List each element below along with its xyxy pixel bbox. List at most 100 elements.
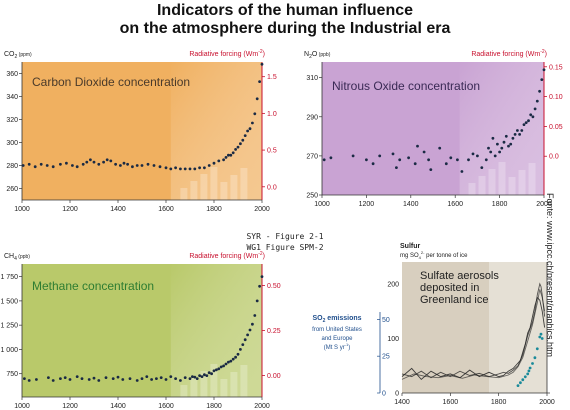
ch4-data-point [193,375,197,379]
n2o-plot-shading [459,62,544,195]
so2-emission-point [533,356,537,360]
co2-data-point [241,138,245,142]
ch4-skyline-block [200,371,208,397]
n2o-y2-label-sup: -2 [540,49,545,55]
ch4-data-point [200,375,204,378]
co2-x-tick-label: 1400 [110,206,126,213]
sulfur-chart-title-line: deposited in [420,282,479,294]
n2o-data-point [429,168,433,172]
n2o-data-point [471,152,475,156]
co2-x-tick-label: 1000 [14,206,30,213]
co2-skyline-block [190,181,198,200]
ch4-data-point [155,377,158,380]
ch4-data-point [87,378,91,381]
n2o-data-point [365,158,368,162]
n2o-data-point [329,156,333,160]
ch4-data-point [253,314,257,317]
n2o-skyline-block [478,176,486,195]
co2-data-point [146,162,150,166]
n2o-y-label-tail: O [312,51,318,58]
co2-y-tick-label: 260 [6,186,18,193]
ch4-skyline-block [230,372,238,397]
so2-emission-point [539,332,543,336]
n2o-data-point [524,121,528,124]
ch4-data-point [215,368,218,372]
co2-y2-tick-label: 1.0 [267,111,277,118]
so2-label-sub: 2 [323,318,326,324]
n2o-data-point [522,123,526,126]
ch4-data-point [229,359,233,363]
ch4-y2-label-close: ) [263,253,265,260]
so2-emission-point [538,335,542,339]
so2-emission-point [526,372,530,376]
ch4-data-point [174,377,178,380]
co2-y2-tick-label: 1.5 [267,74,277,81]
so2-label-line3: and Europe [321,336,353,342]
co2-data-point [92,160,96,164]
n2o-data-point [484,158,488,162]
n2o-x-tick-label: 1600 [447,201,463,208]
ch4-data-point [251,322,254,326]
co2-data-point [51,165,55,169]
n2o-data-point [529,113,533,117]
co2-data-point [253,112,257,116]
so2-y2-tick-label: 0 [382,391,386,398]
ch4-data-point [191,375,194,378]
n2o-data-point [518,133,521,136]
ch4-y-tick-label: 1 000 [0,347,18,354]
co2-y2-axis-label: Radiative forcing (Wm-2) [189,49,265,58]
co2-data-point [188,167,192,171]
ch4-y-label-sub: 4 [14,256,17,262]
ch4-data-point [258,284,261,288]
ch4-data-point [217,367,221,371]
co2-y2-label-sup: -2 [258,49,263,55]
n2o-y-tick-label: 290 [306,114,318,121]
sulfur-unit-sub: 4 [419,255,422,260]
co2-data-point [169,167,173,171]
co2-data-point [71,164,74,167]
n2o-data-point [322,158,326,162]
n2o-data-point [407,156,410,160]
co2-data-point [217,159,221,163]
co2-data-point [243,134,247,138]
n2o-data-point [491,136,495,140]
ch4-data-point [241,343,245,346]
n2o-data-point [398,158,402,162]
n2o-y2-label-main: Radiative forcing (Wm [471,51,540,58]
co2-data-point [89,158,92,162]
co2-data-point [229,153,233,157]
n2o-data-point [480,166,484,170]
ch4-x-tick-label: 1800 [206,403,222,410]
n2o-panel: 1000 1200 1400 1600 1800 2000 250 270 290 310 0.0 0… [304,49,563,208]
n2o-data-point [427,158,430,162]
sulfur-chart-title-line: Greenland ice [420,294,489,306]
ch4-y-tick-label: 1 250 [0,323,18,330]
co2-data-point [105,158,109,162]
co2-data-point [45,164,49,167]
so2-emission-point [535,347,539,351]
sulfur-chart-title-line: Sulfate aerosols [420,270,499,282]
n2o-data-point [540,78,544,81]
ch4-data-point [59,377,62,380]
ch4-data-point [205,374,209,377]
n2o-y2-tick-label: 0.15 [549,64,563,71]
ch4-data-point [63,376,67,379]
sulfur-x-tick-label: 1400 [394,399,410,406]
sulfur-unit-pre: mg SO [400,253,419,259]
ch4-data-point [135,379,139,382]
n2o-data-point [493,154,497,158]
n2o-data-point [542,68,546,72]
n2o-data-point [456,158,459,162]
co2-data-point [33,165,37,169]
n2o-skyline-block [508,177,516,195]
n2o-data-point [489,150,493,154]
ch4-x-tick-label: 2000 [254,403,270,410]
ch4-data-point [203,373,206,377]
ch4-data-point [179,379,182,382]
ch4-data-point [23,377,26,380]
n2o-x-tick-label: 1200 [359,201,375,208]
n2o-y-label-sub: 2 [309,54,312,60]
co2-y-tick-label: 320 [6,117,18,124]
